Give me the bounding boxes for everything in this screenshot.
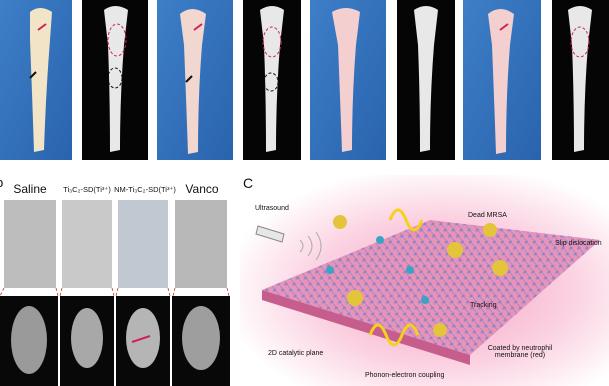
lesion-circle — [570, 26, 590, 58]
arrow — [131, 335, 151, 343]
panel-b-images — [0, 200, 230, 386]
arrow — [185, 75, 193, 83]
bone-photo — [180, 9, 206, 154]
bone-ct — [414, 6, 438, 152]
annotation: Dead MRSA — [468, 212, 507, 219]
microct — [62, 200, 112, 288]
arrow — [29, 71, 37, 79]
microct — [175, 200, 227, 288]
waves — [299, 231, 322, 261]
arrow — [37, 23, 47, 31]
panel-label: b — [0, 176, 3, 190]
lesion-circle — [107, 67, 123, 89]
microct — [118, 200, 168, 288]
column-label: Ti₃C₂-SD(Ti³⁺) — [63, 185, 111, 194]
bone-ct — [260, 6, 284, 152]
annotation: Slip dislocation — [555, 240, 602, 247]
lesion-circle — [107, 23, 127, 57]
annotation: Coated by neutrophil membrane (red) — [487, 345, 553, 360]
mri-bone — [11, 306, 47, 374]
bone-photo — [332, 8, 360, 152]
annotation: 2D catalytic plane — [268, 350, 324, 357]
wave — [388, 208, 424, 232]
top-row — [0, 0, 609, 160]
bone-ct — [104, 6, 128, 152]
bacteria — [333, 215, 508, 337]
bone-photo — [30, 8, 52, 152]
lattice-sheet — [262, 220, 600, 355]
arrow — [193, 23, 203, 31]
bone-ct — [568, 6, 592, 152]
mri-bone — [182, 306, 220, 370]
column-label: Saline — [13, 182, 47, 196]
annotation: Ultrasound — [255, 205, 289, 212]
annotation: Tracking — [470, 302, 497, 309]
lesion-circle — [262, 26, 282, 58]
column-label: NM-Ti₃C₂-SD(Ti³⁺) — [114, 185, 176, 194]
mri-bone — [71, 308, 103, 368]
annotation: Phonon-electron coupling — [365, 372, 445, 379]
electrons — [326, 236, 429, 304]
sheet-edge — [262, 290, 470, 365]
microct — [4, 200, 56, 288]
wave — [368, 323, 420, 347]
arrow — [499, 23, 509, 31]
zoom-lines — [0, 287, 230, 297]
ultrasound-probe — [255, 225, 285, 243]
bone-photo — [488, 9, 514, 154]
column-label: Vanco — [185, 182, 219, 196]
lesion-circle — [263, 72, 279, 92]
panel-label: C — [243, 175, 254, 191]
panel-c-illustration — [240, 175, 609, 386]
